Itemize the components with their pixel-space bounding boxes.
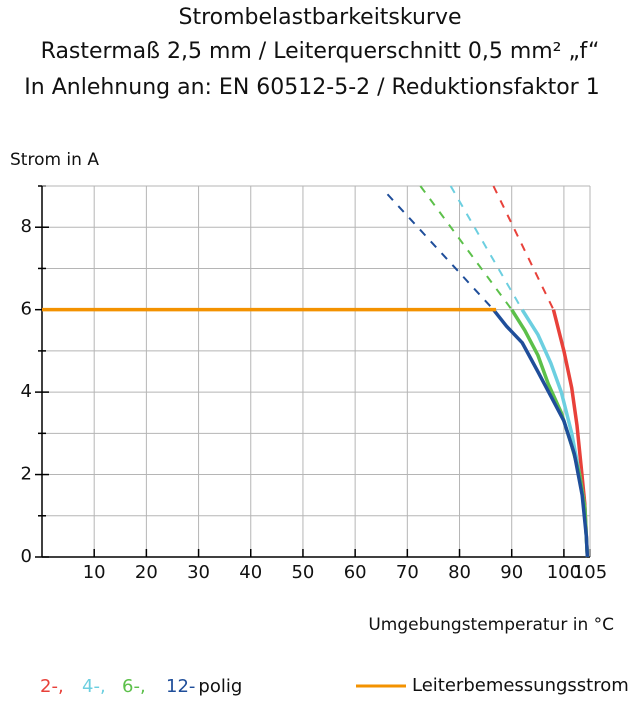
legend-label: 4-,: [82, 676, 106, 697]
legend-suffix: polig: [198, 676, 242, 697]
y-tick-label: 2: [21, 464, 32, 485]
legend-label: 2-,: [40, 676, 64, 697]
x-tick-label: 100: [547, 562, 581, 583]
y-tick-label: 4: [21, 381, 32, 402]
extrapolated-line: [386, 193, 495, 311]
extrapolated-line: [449, 185, 524, 311]
x-tick-label: 10: [83, 562, 106, 583]
chart-title: Strombelastbarkeitskurve: [178, 5, 461, 30]
y-tick-label: 0: [21, 546, 32, 567]
y-tick-label: 8: [21, 216, 32, 237]
x-tick-label: 105: [573, 562, 607, 583]
legend-label: Leiterbemessungsstrom: [412, 675, 629, 696]
y-tick-label: 6: [21, 299, 32, 320]
chart-subtitle: Rastermaß 2,5 mm / Leiterquerschnitt 0,5…: [41, 39, 600, 64]
legend-label: 12-: [166, 676, 195, 697]
chart-subtitle: In Anlehnung an: EN 60512-5-2 / Reduktio…: [24, 75, 599, 100]
x-tick-label: 50: [291, 562, 314, 583]
x-axis-label: Umgebungstemperatur in °C: [368, 615, 614, 635]
extrapolated-line: [419, 185, 513, 311]
x-tick-label: 20: [135, 562, 158, 583]
line: [492, 308, 590, 558]
extrapolated-line: [492, 185, 555, 311]
legend-label: 6-,: [122, 676, 146, 697]
x-tick-label: 80: [448, 562, 471, 583]
x-tick-label: 40: [239, 562, 262, 583]
x-tick-label: 70: [396, 562, 419, 583]
x-tick-label: 90: [500, 562, 523, 583]
x-tick-label: 60: [344, 562, 367, 583]
y-axis-label: Strom in A: [10, 150, 99, 170]
x-tick-label: 30: [187, 562, 210, 583]
